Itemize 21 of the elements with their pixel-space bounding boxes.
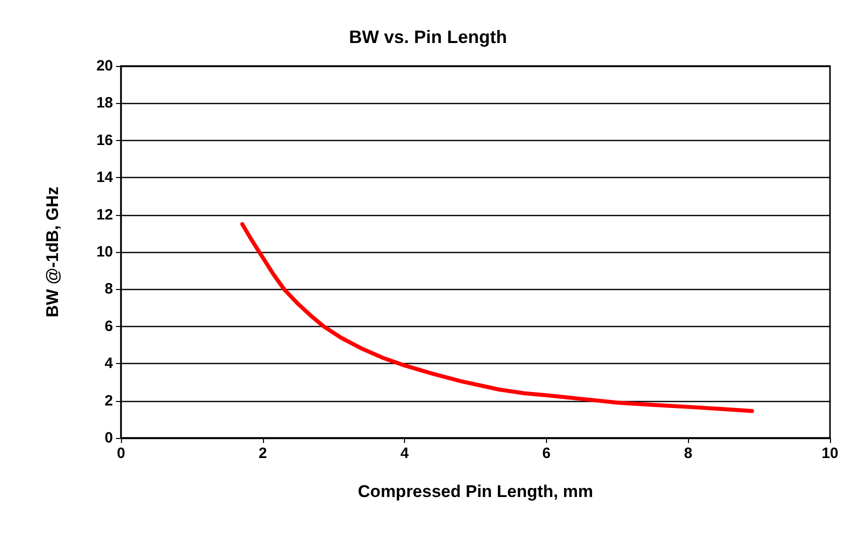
x-tick-label: 0	[116, 445, 126, 462]
y-tick-label: 0	[104, 430, 113, 446]
x-tick-label: 10	[822, 445, 838, 462]
y-tick-label: 18	[96, 94, 113, 112]
y-tick-label: 10	[96, 244, 113, 260]
chart-title: BW vs. Pin Length	[348, 27, 508, 47]
y-tick-label: 20	[96, 58, 113, 74]
x-axis-title: Compressed Pin Length, mm	[358, 482, 594, 501]
y-tick-label: 14	[96, 169, 114, 186]
y-tick-label: 2	[104, 392, 113, 410]
x-tick-label: 2	[258, 445, 267, 462]
y-tick-label: 4	[104, 355, 114, 372]
y-tick-label: 12	[96, 206, 113, 224]
x-tick-label: 8	[684, 445, 692, 462]
line-series	[240, 222, 754, 414]
x-tick-label: 6	[542, 445, 551, 462]
y-axis-title: BW @-1dB, GHz	[43, 186, 62, 318]
y-tick-label: 16	[96, 132, 113, 149]
y-tick-label: 8	[104, 280, 113, 298]
x-tick-label: 4	[400, 445, 410, 462]
y-tick-label: 6	[104, 318, 113, 335]
